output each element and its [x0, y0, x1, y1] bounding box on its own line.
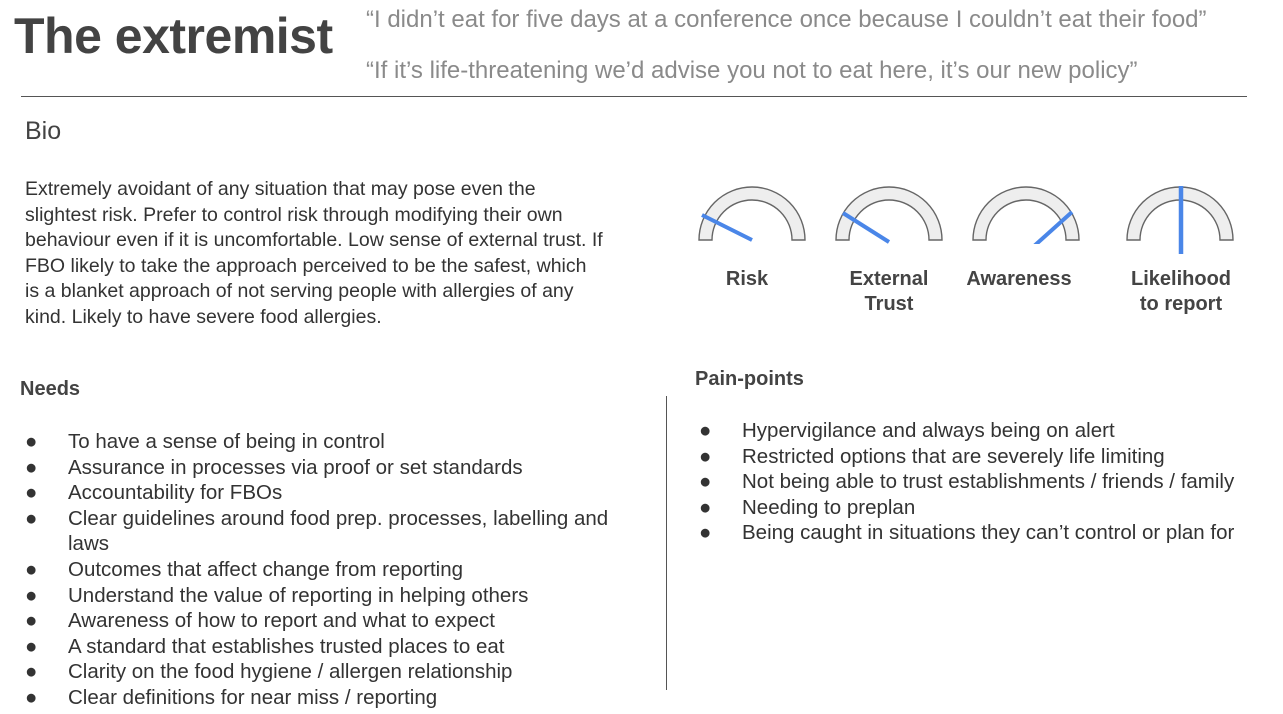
- need-item-text: To have a sense of being in control: [68, 430, 385, 453]
- pain-points-list: ● Hypervigilance and always being on aler…: [699, 418, 1283, 546]
- need-item: ● Clear guidelines around food prep. proc…: [25, 506, 625, 557]
- quote-1: “I didn’t eat for five days at a confere…: [366, 6, 1207, 33]
- external-trust-gauge-label: External Trust: [849, 268, 929, 315]
- need-item: ● Outcomes that affect change from report…: [25, 557, 625, 583]
- need-item: ● Awareness of how to report and what to …: [25, 608, 625, 634]
- need-item: ● Clarity on the food hygiene / allergen …: [25, 659, 625, 685]
- bullet-icon: ●: [699, 470, 712, 494]
- bullet-icon: ●: [25, 609, 38, 633]
- pain-point-item-text: Being caught in situations they can’t co…: [742, 521, 1235, 545]
- risk-gauge-needle: [701, 213, 753, 242]
- need-item-text: Clear definitions for near miss / report…: [68, 685, 438, 709]
- bullet-icon: ●: [25, 583, 38, 607]
- need-item: ● Accountability for FBOs: [25, 480, 625, 506]
- awareness-gauge-needle: [1033, 210, 1074, 244]
- need-item-text: Clear guidelines around food prep. proce…: [68, 506, 609, 556]
- need-item: ● Clear definitions for near miss / repor…: [25, 685, 625, 711]
- awareness-gauge-label: Awareness: [966, 268, 1072, 290]
- bullet-icon: ●: [25, 430, 38, 453]
- external-trust-gauge-needle: [841, 211, 891, 244]
- risk-gauge: [697, 182, 807, 244]
- pain-point-item-text: Not being able to trust establishments /…: [742, 470, 1235, 494]
- column-divider: [666, 396, 667, 690]
- awareness-gauge: [971, 182, 1081, 244]
- pain-point-item-text: Needing to preplan: [742, 495, 916, 519]
- pain-point-item-text: Hypervigilance and always being on alert: [742, 419, 1115, 442]
- need-item-text: Outcomes that affect change from reporti…: [68, 557, 464, 581]
- pain-point-item: ● Restricted options that are severely li…: [699, 444, 1283, 470]
- pain-point-item: ● Being caught in situations they can’t c…: [699, 520, 1283, 546]
- pain-points-heading: Pain-points: [695, 368, 804, 390]
- need-item: ● Understand the value of reporting in he…: [25, 583, 625, 609]
- needs-heading: Needs: [20, 378, 81, 400]
- pain-point-item: ● Not being able to trust establishments …: [699, 469, 1283, 495]
- likelihood-gauge-label: Likelihood to report: [1131, 268, 1231, 315]
- need-item-text: Assurance in processes via proof or set …: [68, 455, 523, 479]
- need-item: ● A standard that establishes trusted pla…: [25, 634, 625, 660]
- bullet-icon: ●: [25, 685, 38, 709]
- need-item: ● To have a sense of being in control: [25, 429, 625, 455]
- bio-heading: Bio: [25, 117, 62, 145]
- bullet-icon: ●: [699, 495, 712, 519]
- risk-gauge-label: Risk: [725, 268, 769, 290]
- need-item-text: Clarity on the food hygiene / allergen r…: [68, 660, 513, 684]
- need-item-text: Awareness of how to report and what to e…: [68, 609, 495, 633]
- bullet-icon: ●: [25, 557, 38, 581]
- needs-list: ● To have a sense of being in control ● Ass…: [25, 429, 625, 711]
- bullet-icon: ●: [699, 521, 712, 545]
- need-item-text: Understand the value of reporting in hel…: [68, 583, 529, 607]
- page-title: The extremist: [14, 8, 333, 64]
- bullet-icon: ●: [25, 506, 38, 530]
- external-trust-gauge: [834, 182, 944, 244]
- need-item-text: Accountability for FBOs: [68, 481, 283, 505]
- bullet-icon: ●: [699, 419, 712, 442]
- likelihood-gauge: [1125, 182, 1235, 257]
- pain-point-item-text: Restricted options that are severely lif…: [742, 444, 1165, 468]
- pain-point-item: ● Needing to preplan: [699, 495, 1283, 521]
- pain-point-item: ● Hypervigilance and always being on aler…: [699, 418, 1283, 444]
- bio-text: Extremely avoidant of any situation that…: [25, 178, 603, 328]
- bullet-icon: ●: [25, 660, 38, 684]
- bullet-icon: ●: [699, 444, 712, 468]
- bullet-icon: ●: [25, 634, 38, 658]
- bullet-icon: ●: [25, 481, 38, 505]
- need-item: ● Assurance in processes via proof or set…: [25, 455, 625, 481]
- bullet-icon: ●: [25, 455, 38, 479]
- quote-2: “If it’s life-threatening we’d advise yo…: [366, 57, 1138, 84]
- header-divider: [21, 96, 1247, 97]
- need-item-text: A standard that establishes trusted plac…: [68, 634, 505, 658]
